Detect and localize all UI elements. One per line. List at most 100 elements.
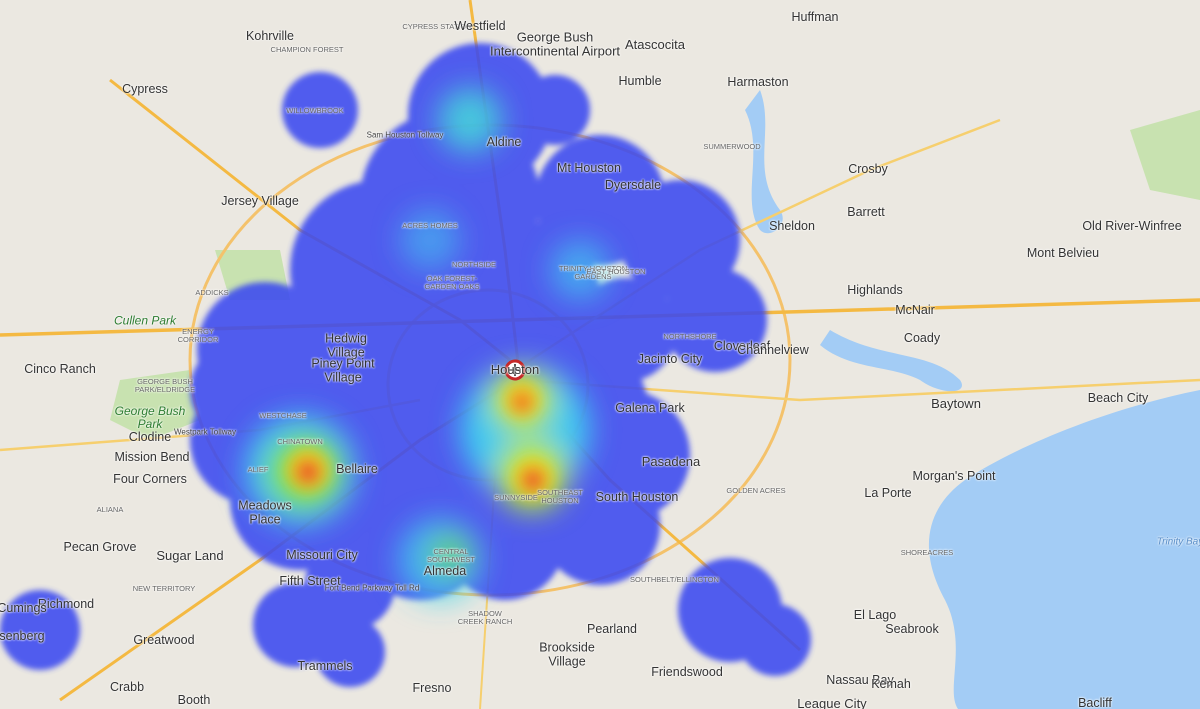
place-label: Clodine [128,430,172,445]
water [745,90,1200,709]
place-label: Westfield [454,19,506,34]
place-label: McNair [895,303,935,318]
place-label: Harmaston [727,75,789,90]
place-label: NORTHSHORE [663,331,717,341]
place-label: Sam Houston Tollway [366,130,444,140]
place-label: Baytown [931,395,981,411]
heat-blob [540,465,660,585]
place-label: SUNNYSIDE [494,492,538,502]
place-label: OAK FOREST-GARDEN OAKS [424,273,480,291]
place-label: Crabb [109,680,145,695]
place-label: Missouri City [286,548,358,563]
place-label: Booth [177,693,211,708]
place-label: Cinco Ranch [24,362,96,377]
place-label: GEORGE BUSH PARK/ELDRIDGE [134,376,196,394]
place-label: Beach City [1087,391,1149,406]
place-label: Coady [903,331,941,346]
heat-blob [520,75,590,145]
place-label: Greatwood [133,633,195,648]
place-label: SHADOW CREEK RANCH [457,608,513,626]
place-label: Rosenberg [0,629,45,644]
place-label: Huffman [791,10,839,25]
heat-blob [521,468,545,492]
place-label: Houston [490,361,540,377]
place-label: Bellaire [336,462,378,477]
place-label: NORTHSIDE [451,259,497,269]
place-label: Jacinto City [637,352,703,367]
place-label: Mt Houston [557,161,621,176]
place-label: Channelview [737,343,809,358]
place-label: Almeda [423,564,467,579]
place-label: CENTRAL SOUTHWEST [427,546,475,564]
place-label: Meadows Place [238,498,292,526]
place-label: Morgan's Point [912,469,996,484]
place-label: ENERGY CORRIDOR [177,326,219,344]
place-label: Old River-Winfree [1082,219,1182,234]
place-label: Mont Belvieu [1026,246,1100,261]
heat-blob [0,590,80,670]
place-label: Brookside Village [539,640,595,668]
heat-blob [573,278,677,382]
place-label: Bacliff [1078,696,1112,709]
place-label: ADDICKS [195,287,229,297]
place-label: CHINATOWN [277,436,323,446]
place-label: Fresno [412,681,452,696]
place-label: Pecan Grove [63,540,137,555]
place-label: George Bush Park [114,403,186,431]
place-label: Crosby [848,162,888,177]
place-label: Fifth Street [279,574,341,589]
place-label: Fort Bend Parkway Toll Rd [324,583,420,593]
place-label: ALIEF [247,464,269,474]
heat-blob [315,617,385,687]
place-label: TRINITY-HOUSTON GARDENS [558,263,628,281]
place-label: Trammels [297,659,353,674]
heat-blob [663,268,767,372]
place-label: George Bush Intercontinental Airport [489,29,621,59]
place-label: Nassau Bay [826,673,894,688]
place-label: ALIANA [96,504,124,514]
place-label: League City [797,695,867,709]
place-label: CHAMPION FOREST [270,44,344,54]
place-label: South Houston [595,490,679,505]
heat-blob [511,391,533,413]
heat-blob [190,340,290,440]
heat-blob [305,540,395,630]
heat-blob [550,240,610,300]
place-label: Cloverleaf [713,339,771,354]
place-label: Kohrville [246,29,294,44]
place-label: SOUTHEAST HOUSTON [537,487,583,505]
place-label: Galena Park [615,401,685,416]
place-label: Pasadena [641,453,701,469]
place-label: SHOREACRES [900,547,954,557]
place-label: EAST HOUSTON [586,266,646,276]
heat-blob [739,604,811,676]
place-label: Cypress [122,82,168,97]
place-label: Humble [618,74,662,89]
place-label: WILLOWBROOK [286,105,344,115]
place-label: Cullen Park [113,313,177,328]
place-label: Trinity Bay [1156,536,1200,548]
heat-blob [400,210,460,270]
place-label: Sheldon [769,219,815,234]
place-label: NEW TERRITORY [132,583,196,593]
place-label: Barrett [847,205,885,220]
place-label: ACRES HOMES [402,220,458,230]
place-label: Kemah [871,677,911,692]
place-label: Westpark Tollway [174,427,236,437]
place-label: Pearland [586,622,638,637]
place-label: Mission Bend [114,450,190,465]
heat-blob [438,88,502,152]
location-marker[interactable] [504,359,526,381]
place-label: SOUTHBELT/ELLINGTON [630,574,719,584]
place-label: Atascocita [625,36,685,52]
place-label: Sugar Land [156,547,224,563]
place-label: CYPRESS STATION [402,21,472,31]
heatmap-core [286,382,553,498]
place-label: Cumings [0,601,47,616]
heat-blob [428,533,472,577]
place-label: Four Corners [113,472,187,487]
place-label: GOLDEN ACRES [726,485,786,495]
heat-blob [282,72,358,148]
place-label: Friendswood [651,665,723,680]
